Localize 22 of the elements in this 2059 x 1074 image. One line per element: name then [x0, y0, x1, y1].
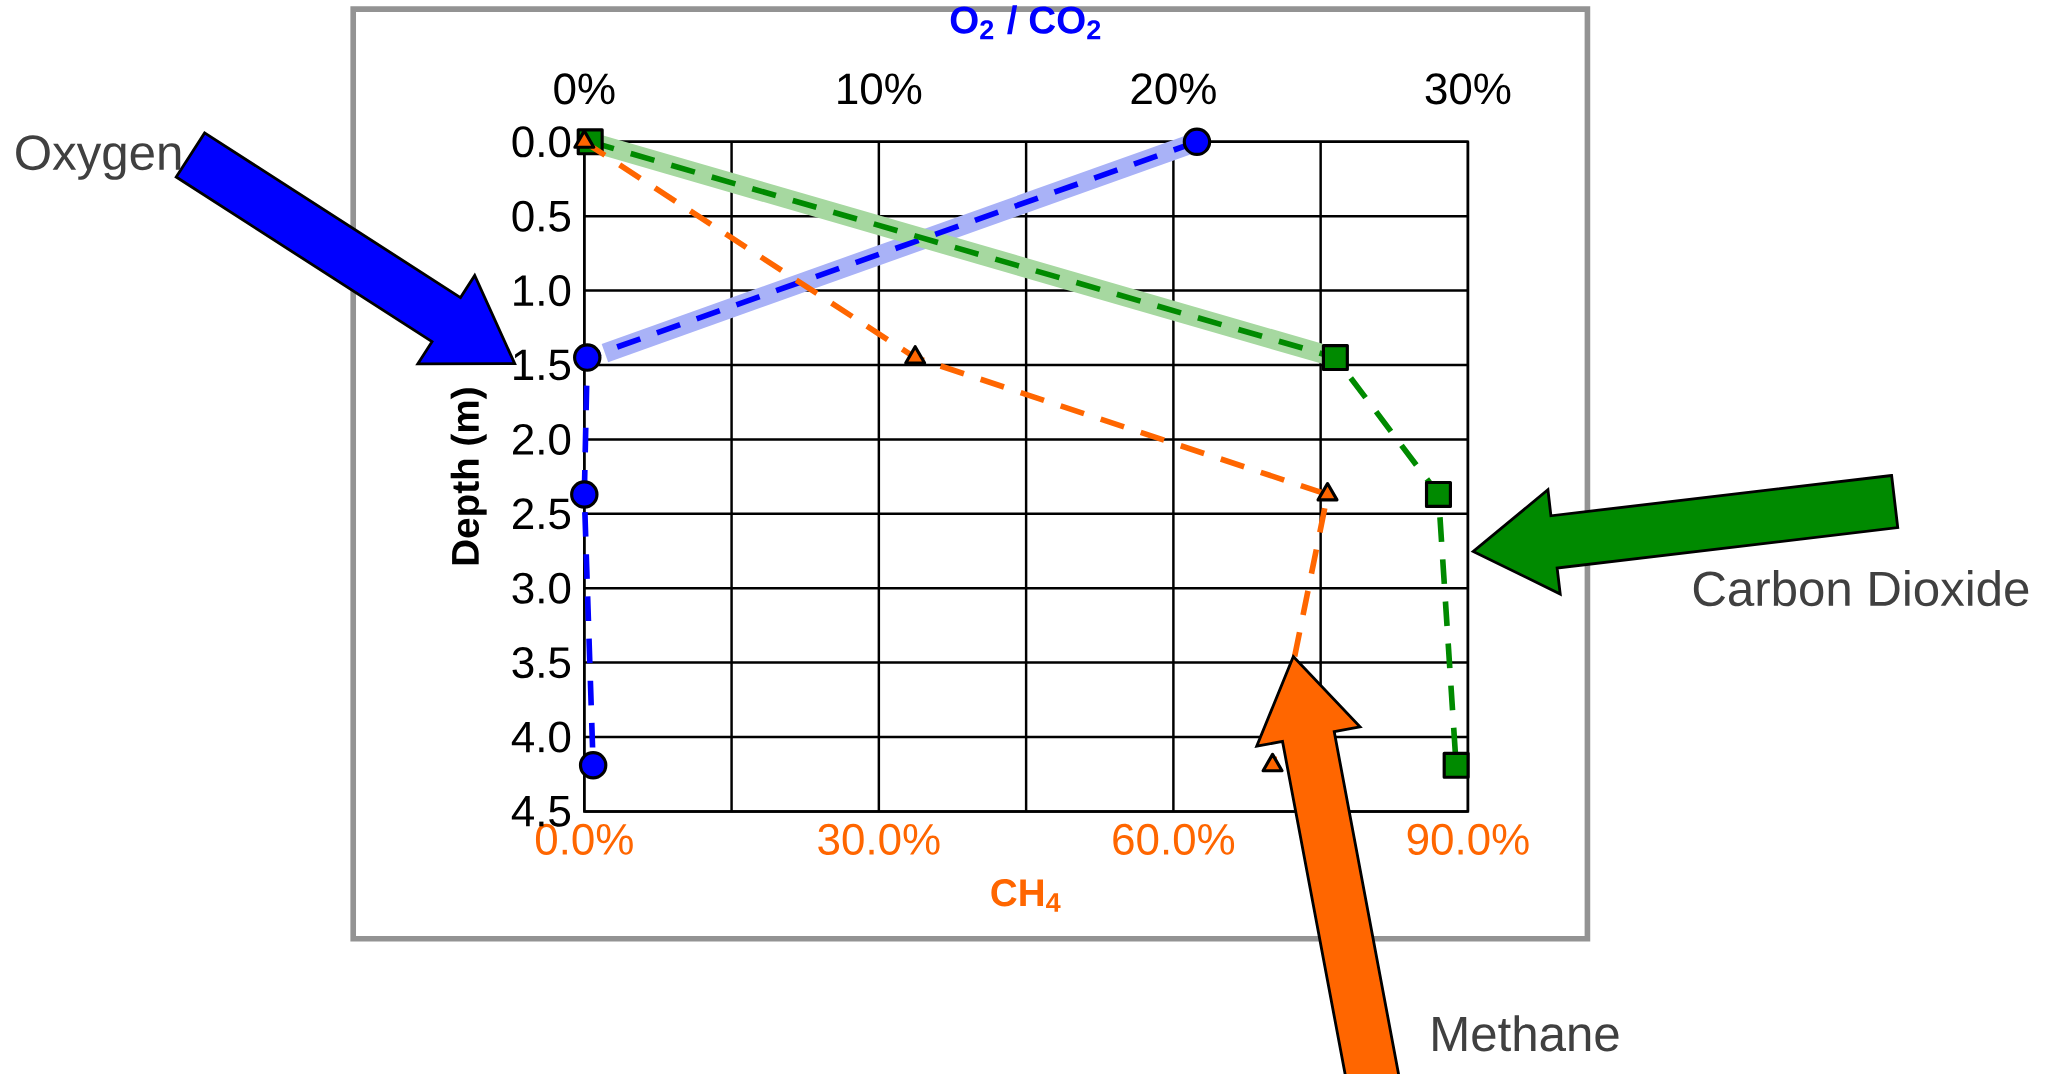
y-tick-label: 2.5 [513, 498, 571, 530]
x-tick-label: 30.0% [818, 823, 940, 855]
y-tick-label: 0.0 [512, 126, 571, 158]
x-tick-label: 60.0% [1113, 823, 1235, 855]
x2-tick-label: 30% [1425, 73, 1511, 105]
text: Carbon Dioxide [1693, 570, 2029, 607]
x2-tick-label: 10% [838, 73, 922, 105]
text: Oxygen [16, 135, 181, 180]
y-tick-label: 3.0 [512, 572, 571, 604]
x-axis-title: CH$_{4}$ [991, 879, 1061, 912]
y-tick-label: 3.5 [512, 647, 571, 679]
y-tick-label: 4.0 [511, 721, 571, 753]
y-axis-title: Depth (m) [450, 388, 487, 565]
x-tick-label: 90.0% [1407, 823, 1529, 855]
y-tick-label: 2.0 [513, 423, 571, 455]
x2-tick-label: 0% [554, 73, 615, 105]
y-tick-label: 1.0 [514, 275, 571, 307]
x2-axis-title: O$_{2}$ / CO$_{2}$ [950, 5, 1101, 40]
y-tick-label: 1.5 [514, 349, 571, 381]
text: Methane [1433, 1015, 1619, 1052]
y-tick-label: 0.5 [512, 200, 571, 232]
x2-tick-label: 20% [1131, 73, 1216, 105]
